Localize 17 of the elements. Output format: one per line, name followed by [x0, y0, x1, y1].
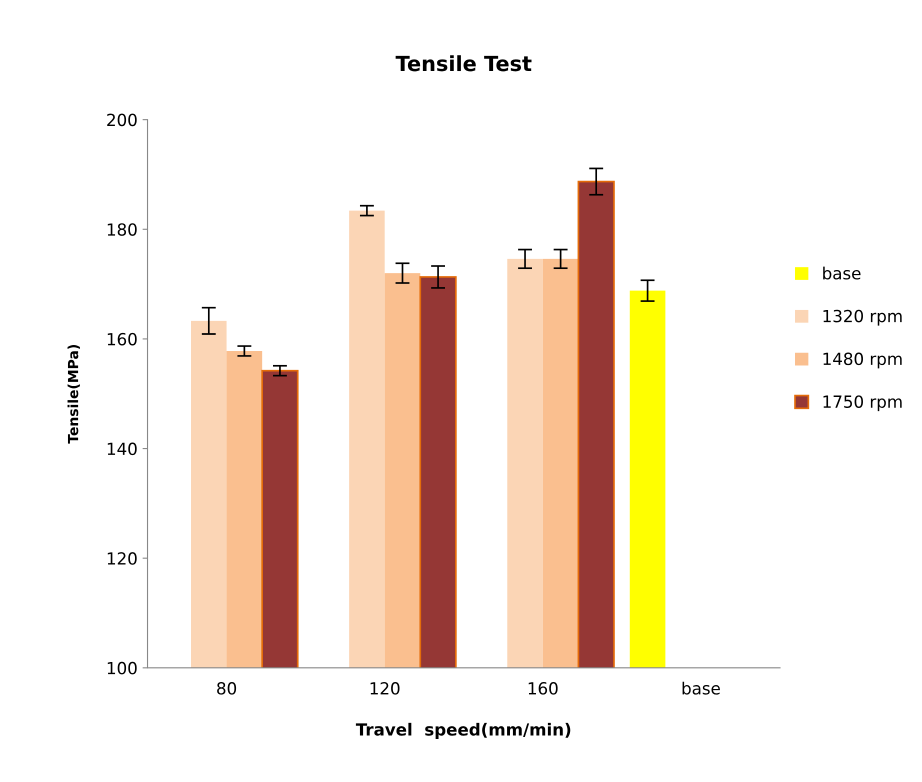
x-tick-label: 120: [370, 682, 400, 695]
legend-label: 1480 rpm: [824, 352, 902, 368]
y-tick-label: 120: [108, 552, 137, 565]
x-tick-label: base: [682, 682, 720, 695]
x-axis-title: Travel speed(mm/min): [356, 722, 570, 739]
y-tick-label: 180: [108, 223, 137, 236]
y-tick-label: 160: [108, 332, 137, 346]
y-tick-label: 140: [108, 442, 137, 456]
legend-label: 1320 rpm: [824, 310, 902, 326]
y-tick-label: 100: [108, 662, 137, 674]
chart-title: Tensile Test: [396, 55, 532, 72]
y-axis-title: Tensile(MPa): [68, 345, 80, 444]
legend-label: base: [823, 266, 861, 280]
y-tick-label: 200: [107, 114, 137, 126]
legend-label: 1750 rpm: [824, 395, 902, 412]
x-tick-label: 160: [528, 682, 558, 695]
x-tick-label: 80: [217, 682, 236, 695]
